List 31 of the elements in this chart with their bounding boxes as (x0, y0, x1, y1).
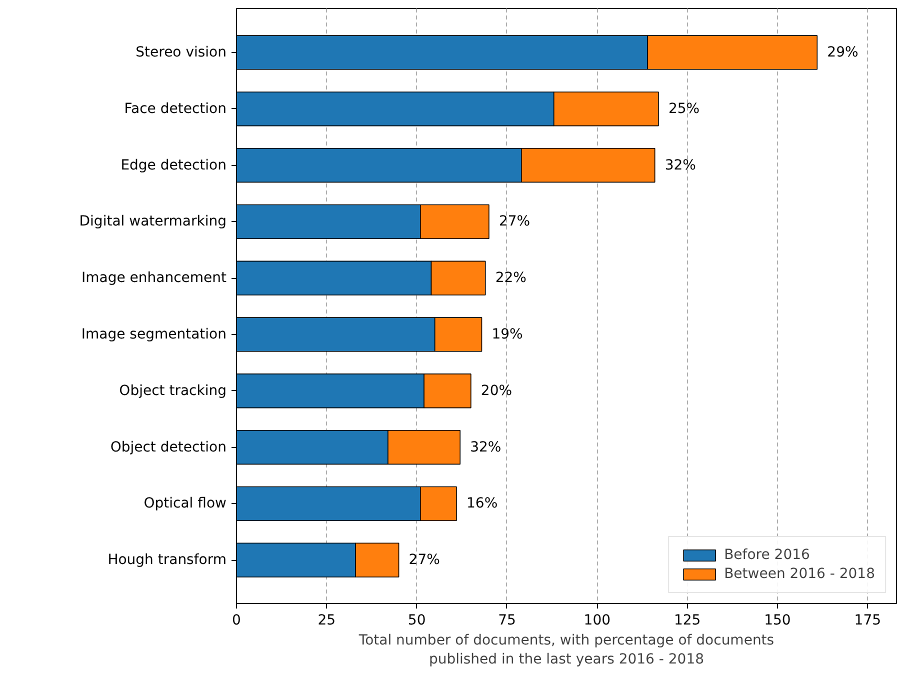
y-tick-label: Hough transform (108, 552, 227, 568)
annotation: 25% (668, 100, 700, 117)
y-tick-label: Edge detection (120, 157, 227, 174)
x-tick-label: 0 (232, 612, 241, 628)
annotation: 19% (492, 326, 523, 342)
annotation: 22% (495, 270, 526, 286)
x-tick-label: 150 (764, 612, 791, 628)
annotation: 27% (498, 214, 530, 230)
x-tick-label: 175 (854, 612, 882, 628)
legend-label: Before 2016 (724, 547, 810, 563)
y-tick-label: Object detection (110, 439, 227, 456)
annotation: 16% (466, 496, 498, 512)
y-tick-label: Stereo vision (136, 44, 227, 60)
x-tick-label: 25 (318, 612, 336, 628)
legend-label: Between 2016 - 2018 (724, 566, 875, 582)
y-tick-label: Image segmentation (81, 326, 227, 342)
annotation: 20% (480, 382, 512, 399)
annotation: 29% (827, 44, 858, 60)
y-tick-label: Digital watermarking (79, 214, 227, 230)
x-tick-label: 75 (498, 612, 516, 628)
annotation: 32% (470, 439, 502, 456)
x-axis-title: Total number of documents, with percentage of documents published in the last years 2016 - 2018 (358, 632, 774, 668)
annotation: 32% (664, 157, 696, 174)
x-tick-label: 125 (674, 612, 701, 628)
x-tick-label: 50 (408, 612, 426, 628)
y-tick-label: Image enhancement (81, 270, 228, 286)
annotation: 27% (408, 552, 440, 568)
x-tick-label: 100 (584, 612, 611, 628)
y-tick-label: Optical flow (144, 496, 227, 512)
y-tick-label: Face detection (124, 100, 227, 117)
y-tick-label: Object tracking (119, 382, 227, 399)
